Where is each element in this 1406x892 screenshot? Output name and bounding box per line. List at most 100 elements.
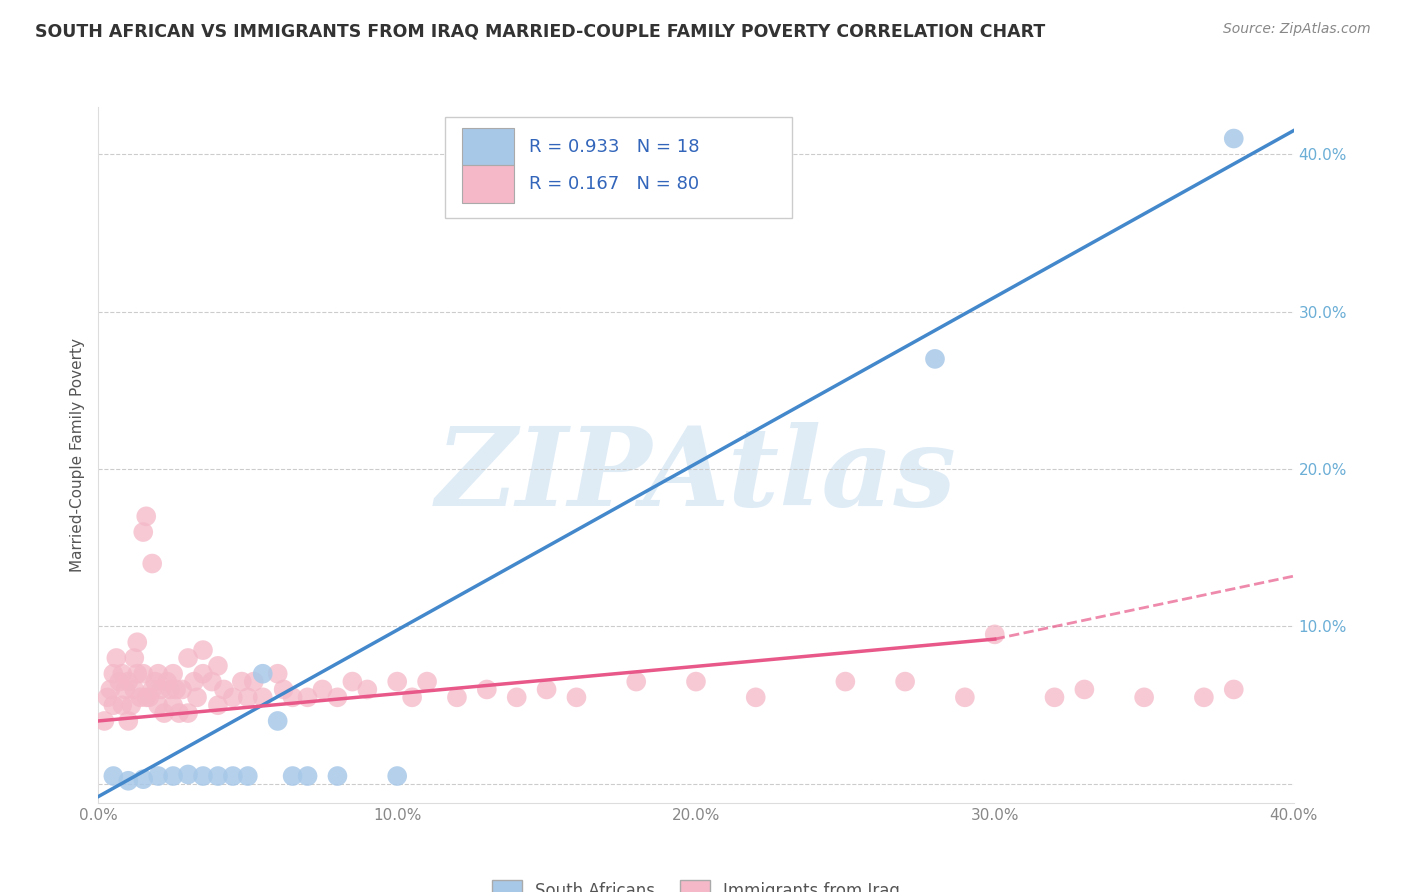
Point (111, 698, 134, 713)
Point (297, 769, 319, 783)
Text: ZIPAtlas: ZIPAtlas (436, 422, 956, 530)
Point (207, 698, 229, 713)
Point (148, 769, 170, 783)
Point (127, 635, 149, 649)
Point (1223, 682, 1246, 697)
Point (183, 674, 205, 689)
Point (1073, 682, 1095, 697)
Point (191, 769, 214, 783)
Point (222, 769, 245, 783)
Point (120, 698, 142, 713)
Point (177, 767, 200, 781)
Point (1223, 131, 1246, 145)
Point (311, 682, 333, 697)
Point (416, 674, 439, 689)
Point (100, 682, 122, 697)
Point (114, 682, 136, 697)
Point (105, 651, 128, 665)
Point (141, 682, 163, 697)
Point (342, 674, 364, 689)
Point (326, 690, 349, 705)
Point (385, 769, 409, 783)
Point (103, 769, 125, 783)
Point (138, 690, 160, 705)
Point (135, 509, 157, 524)
Text: Source: ZipAtlas.com: Source: ZipAtlas.com (1223, 22, 1371, 37)
Point (162, 769, 184, 783)
Point (186, 690, 208, 705)
Point (626, 674, 648, 689)
Point (108, 674, 131, 689)
Point (201, 674, 224, 689)
Text: R = 0.167   N = 80: R = 0.167 N = 80 (529, 175, 699, 194)
Point (132, 666, 155, 681)
Point (162, 698, 184, 713)
Point (207, 658, 229, 673)
Point (924, 351, 946, 366)
Point (231, 674, 253, 689)
Point (124, 682, 146, 697)
Point (156, 674, 179, 689)
FancyBboxPatch shape (461, 128, 515, 166)
Point (1192, 690, 1215, 705)
Text: R = 0.933   N = 18: R = 0.933 N = 18 (529, 137, 699, 156)
Point (685, 674, 707, 689)
Point (117, 714, 139, 728)
Point (297, 690, 319, 705)
FancyBboxPatch shape (444, 118, 792, 219)
Y-axis label: Married-Couple Family Poverty: Married-Couple Family Poverty (70, 338, 86, 572)
Point (281, 769, 304, 783)
Point (143, 674, 166, 689)
Point (132, 772, 155, 787)
Point (165, 682, 187, 697)
Point (1043, 690, 1066, 705)
Point (162, 666, 184, 681)
Point (127, 666, 149, 681)
Point (135, 690, 157, 705)
Point (159, 682, 181, 697)
Point (141, 557, 163, 571)
Point (222, 690, 245, 705)
Point (446, 690, 468, 705)
Point (191, 643, 214, 657)
Point (281, 690, 304, 705)
Point (565, 690, 588, 705)
Point (177, 706, 200, 720)
Point (273, 682, 295, 697)
Point (150, 682, 173, 697)
Point (129, 690, 152, 705)
Point (267, 666, 290, 681)
Point (132, 524, 155, 539)
Point (103, 666, 125, 681)
Point (252, 666, 274, 681)
Point (153, 706, 176, 720)
Point (475, 682, 498, 697)
Point (401, 690, 423, 705)
Point (212, 682, 235, 697)
Point (111, 666, 134, 681)
Point (148, 666, 170, 681)
Point (93, 714, 115, 728)
Point (96, 690, 118, 705)
Point (172, 682, 194, 697)
Point (103, 698, 125, 713)
Point (326, 769, 349, 783)
Point (252, 690, 274, 705)
Point (148, 698, 170, 713)
Point (117, 674, 139, 689)
Point (177, 651, 200, 665)
Point (167, 706, 190, 720)
Point (506, 690, 529, 705)
Legend: South Africans, Immigrants from Iraq: South Africans, Immigrants from Iraq (485, 874, 907, 892)
Point (356, 682, 378, 697)
Point (984, 627, 1007, 641)
Text: SOUTH AFRICAN VS IMMIGRANTS FROM IRAQ MARRIED-COUPLE FAMILY POVERTY CORRELATION : SOUTH AFRICAN VS IMMIGRANTS FROM IRAQ MA… (35, 22, 1046, 40)
Point (1133, 690, 1156, 705)
Point (385, 674, 409, 689)
Point (124, 651, 146, 665)
Point (117, 773, 139, 788)
Point (953, 690, 976, 705)
Point (894, 674, 917, 689)
Point (267, 714, 290, 728)
Point (243, 674, 266, 689)
